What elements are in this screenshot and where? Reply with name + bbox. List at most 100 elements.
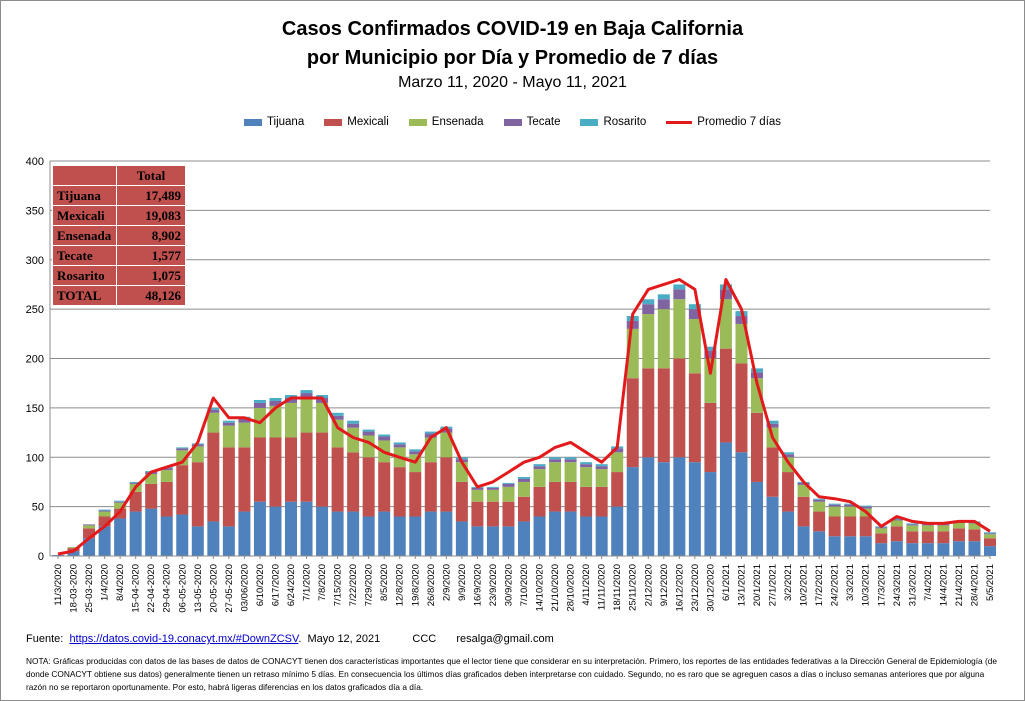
- bar-ensenada: [921, 525, 934, 532]
- bar-mexicali: [518, 496, 530, 522]
- x-tick-label: 24/3/2021: [892, 564, 903, 606]
- bar-tecate: [813, 499, 826, 502]
- bar-ensenada: [844, 506, 857, 517]
- bar-rosarito: [486, 486, 499, 488]
- bar-rosarito: [657, 294, 670, 300]
- bar-mexicali: [440, 457, 453, 512]
- y-tick-label: 0: [38, 551, 44, 563]
- legend-item-tijuana: Tijuana: [243, 116, 304, 128]
- bar-rosarito: [595, 464, 608, 467]
- bar-tecate: [984, 533, 996, 535]
- bar-mexicali: [129, 491, 142, 512]
- bar-mexicali: [238, 447, 251, 512]
- bar-tijuana: [688, 462, 701, 556]
- bar-mexicali: [176, 465, 189, 515]
- bar-tijuana: [921, 543, 934, 556]
- bar-mexicali: [362, 457, 375, 517]
- bar-tijuana: [828, 536, 841, 556]
- bar-ensenada: [968, 523, 981, 530]
- totals-header: Total: [116, 165, 186, 186]
- bar-mexicali: [937, 531, 950, 544]
- bar-ensenada: [657, 309, 670, 369]
- x-tick-label: 7/8/2020: [317, 564, 328, 601]
- bar-mexicali: [844, 516, 857, 537]
- bar-mexicali: [549, 481, 562, 512]
- bar-tecate: [486, 487, 499, 490]
- bar-ensenada: [937, 525, 950, 532]
- bar-mexicali: [704, 402, 717, 473]
- bar-tecate: [673, 289, 686, 300]
- bar-mexicali: [285, 437, 297, 502]
- bar-ensenada: [735, 323, 748, 364]
- bar-mexicali: [719, 348, 732, 443]
- x-tick-label: 10/2/2021: [799, 564, 810, 606]
- bar-tijuana: [580, 516, 593, 556]
- bar-rosarito: [890, 518, 903, 520]
- bar-ensenada: [673, 299, 686, 359]
- totals-label: TOTAL: [52, 285, 117, 306]
- x-tick-label: 5/5/2021: [985, 564, 996, 601]
- totals-row: Tijuana 17,489: [52, 185, 186, 206]
- totals-row: Ensenada 8,902: [52, 225, 186, 246]
- bar-tijuana: [719, 442, 732, 556]
- x-tick-label: 2/12/2020: [643, 564, 654, 606]
- bar-tijuana: [984, 546, 996, 556]
- bar-ensenada: [455, 462, 468, 482]
- bar-tecate: [533, 466, 546, 470]
- bar-rosarito: [984, 532, 996, 534]
- bar-rosarito: [502, 482, 515, 484]
- bar-ensenada: [549, 462, 562, 482]
- bar-rosarito: [518, 477, 530, 479]
- legend-item-promedio: Promedio 7 días: [666, 116, 781, 128]
- legend-label-rosarito: Rosarito: [603, 116, 647, 128]
- bar-tijuana: [440, 511, 453, 556]
- bar-tijuana: [673, 457, 686, 556]
- bar-ensenada: [331, 419, 344, 448]
- x-tick-label: 9/9/2020: [457, 564, 468, 601]
- bar-tijuana: [471, 526, 484, 556]
- x-tick-label: 14/4/2021: [938, 564, 949, 606]
- bar-ensenada: [486, 489, 499, 502]
- totals-label: Mexicali: [52, 205, 117, 226]
- x-tick-label: 29-04-2020: [162, 564, 173, 613]
- bar-mexicali: [673, 358, 686, 458]
- bar-tecate: [176, 448, 189, 451]
- bar-rosarito: [642, 299, 655, 305]
- totals-label: Tijuana: [52, 185, 117, 206]
- bar-tijuana: [611, 506, 624, 556]
- bar-mexicali: [735, 363, 748, 453]
- bar-tijuana: [533, 516, 546, 556]
- x-tick-label: 4/11/2020: [581, 564, 592, 606]
- totals-row: Mexicali 19,083: [52, 205, 186, 226]
- legend-label-mexicali: Mexicali: [347, 116, 389, 128]
- bar-tecate: [347, 423, 360, 428]
- y-tick-label: 50: [32, 502, 44, 514]
- bar-tecate: [285, 398, 297, 403]
- bar-mexicali: [222, 447, 235, 527]
- bar-mexicali: [300, 432, 313, 502]
- x-tick-label: 26/8/2020: [426, 564, 437, 606]
- bar-ensenada: [222, 425, 235, 448]
- x-tick-label: 14/10/2020: [535, 564, 546, 612]
- bar-tijuana: [424, 511, 437, 556]
- bar-mexicali: [424, 462, 437, 512]
- y-tick-label: 250: [26, 304, 44, 316]
- chart-title-line1: Casos Confirmados COVID-19 en Baja Calif…: [281, 18, 744, 40]
- bar-tecate: [253, 402, 266, 408]
- bar-tijuana: [145, 508, 158, 556]
- footer-source-link[interactable]: https://datos.covid-19.conacyt.mx/#DownZ…: [69, 633, 299, 645]
- bar-tecate: [160, 468, 173, 471]
- bar-mexicali: [642, 368, 655, 458]
- bar-tijuana: [285, 501, 297, 556]
- bar-tijuana: [378, 511, 391, 556]
- bar-mexicali: [378, 462, 391, 512]
- bar-rosarito: [828, 503, 841, 505]
- bar-tijuana: [331, 511, 344, 556]
- bar-rosarito: [176, 447, 189, 449]
- bar-tecate: [238, 418, 251, 423]
- totals-header-empty: [52, 165, 117, 186]
- bar-tijuana: [766, 496, 779, 556]
- footer-ccc: CCC: [412, 633, 437, 645]
- bar-tecate: [657, 299, 670, 310]
- x-tick-label: 7/1/2020: [302, 564, 313, 601]
